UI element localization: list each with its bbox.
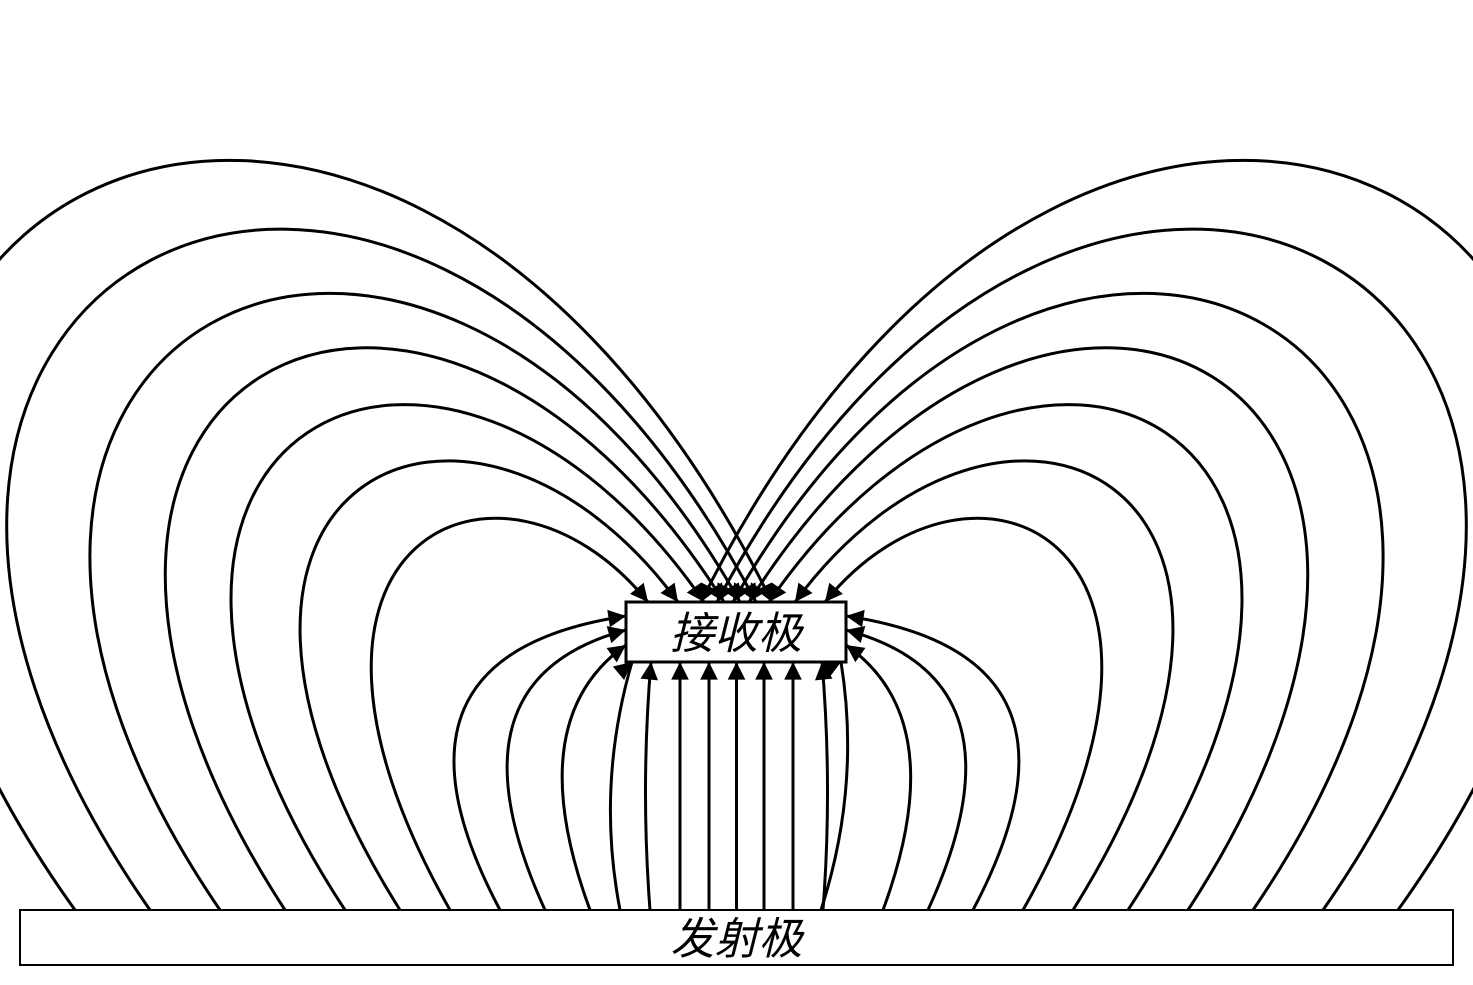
field-arrowhead <box>640 662 658 680</box>
field-line-side-right <box>846 645 911 910</box>
field-arrowhead <box>660 583 678 602</box>
field-line-loop-left <box>0 160 772 910</box>
field-arrowhead <box>607 626 626 643</box>
field-diagram-svg: 接收极发射极 <box>0 0 1473 985</box>
field-line-bottom-curve <box>645 662 651 910</box>
field-line-loop-right <box>795 461 1173 910</box>
field-line-loop-right <box>701 160 1473 910</box>
field-line-side-left <box>562 645 626 910</box>
emitter-label: 发射极 <box>671 915 806 964</box>
receiver-label: 接收极 <box>670 610 805 659</box>
field-line-loop-left <box>371 518 648 910</box>
field-line-bottom-curve <box>822 662 828 910</box>
field-arrowhead <box>607 610 626 627</box>
field-line-side-right <box>846 616 1019 910</box>
field-line-loop-left <box>7 229 756 910</box>
field-arrowhead <box>769 583 786 602</box>
field-line-loop-right <box>717 229 1466 910</box>
field-arrowhead <box>728 662 746 680</box>
field-arrowhead <box>671 662 689 680</box>
field-arrowhead <box>795 583 813 602</box>
field-line-side-left <box>454 616 626 910</box>
diagram-container: 接收极发射极 <box>0 0 1473 985</box>
field-arrowhead <box>846 626 865 643</box>
field-arrowhead <box>846 610 865 627</box>
field-line-side-right <box>846 630 966 910</box>
field-arrowhead <box>784 662 802 680</box>
field-arrowhead <box>755 662 773 680</box>
field-line-loop-right <box>825 518 1102 910</box>
field-line-loop-left <box>300 461 678 910</box>
field-line-side-left <box>507 630 626 910</box>
field-arrowhead <box>700 662 718 680</box>
field-line-bottom-curve <box>610 662 632 910</box>
